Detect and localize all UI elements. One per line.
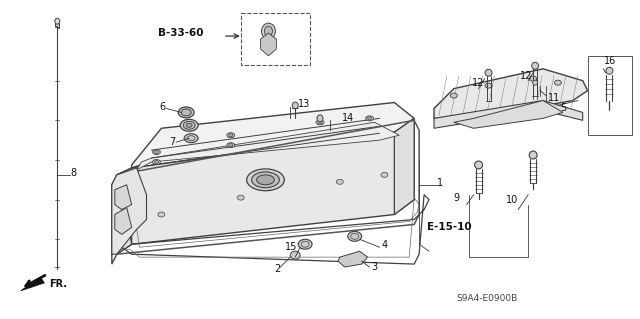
Text: FR.: FR. xyxy=(49,279,67,289)
Ellipse shape xyxy=(337,179,343,184)
Text: E-15-10: E-15-10 xyxy=(427,222,472,233)
Ellipse shape xyxy=(246,169,284,191)
Ellipse shape xyxy=(152,150,161,154)
Ellipse shape xyxy=(179,107,194,118)
Text: 14: 14 xyxy=(342,113,354,123)
Text: 1: 1 xyxy=(437,178,443,188)
Text: 7: 7 xyxy=(170,137,175,147)
Ellipse shape xyxy=(152,160,161,165)
Ellipse shape xyxy=(367,117,372,120)
Polygon shape xyxy=(394,118,414,214)
Polygon shape xyxy=(434,100,582,128)
Text: 8: 8 xyxy=(70,168,76,178)
Polygon shape xyxy=(115,208,132,234)
Polygon shape xyxy=(260,33,276,56)
Ellipse shape xyxy=(227,133,235,138)
Ellipse shape xyxy=(298,239,312,249)
Ellipse shape xyxy=(532,62,539,69)
Text: 4: 4 xyxy=(381,240,388,250)
Ellipse shape xyxy=(154,160,159,163)
Text: 2: 2 xyxy=(275,264,281,274)
Ellipse shape xyxy=(181,109,191,116)
Polygon shape xyxy=(112,168,147,254)
Text: 13: 13 xyxy=(298,100,310,109)
Text: 5: 5 xyxy=(560,103,566,114)
Ellipse shape xyxy=(229,144,233,147)
Polygon shape xyxy=(20,277,44,291)
Ellipse shape xyxy=(154,151,159,153)
Ellipse shape xyxy=(183,121,195,129)
Ellipse shape xyxy=(180,119,198,131)
Text: 6: 6 xyxy=(159,102,166,113)
Text: 12: 12 xyxy=(520,71,532,81)
Ellipse shape xyxy=(237,195,244,200)
Ellipse shape xyxy=(365,116,374,121)
Ellipse shape xyxy=(252,172,279,188)
Text: 10: 10 xyxy=(506,195,518,205)
Ellipse shape xyxy=(475,161,483,169)
Ellipse shape xyxy=(257,175,275,185)
Ellipse shape xyxy=(530,76,536,81)
Text: 12: 12 xyxy=(472,78,484,88)
Ellipse shape xyxy=(55,18,60,24)
Bar xyxy=(241,13,310,65)
Ellipse shape xyxy=(227,143,235,148)
Polygon shape xyxy=(55,23,60,28)
Text: S9A4-E0900B: S9A4-E0900B xyxy=(457,294,518,303)
Ellipse shape xyxy=(292,102,298,109)
Ellipse shape xyxy=(381,172,388,177)
Ellipse shape xyxy=(606,67,613,74)
Ellipse shape xyxy=(554,80,561,85)
Polygon shape xyxy=(116,118,414,254)
Ellipse shape xyxy=(186,123,192,127)
Ellipse shape xyxy=(485,83,492,88)
Ellipse shape xyxy=(158,212,165,217)
Polygon shape xyxy=(454,100,563,128)
Text: 16: 16 xyxy=(604,56,616,66)
Ellipse shape xyxy=(262,23,275,39)
Polygon shape xyxy=(116,168,132,254)
Ellipse shape xyxy=(316,120,324,125)
Ellipse shape xyxy=(532,80,538,85)
Polygon shape xyxy=(136,122,399,170)
Ellipse shape xyxy=(485,69,492,76)
Text: 11: 11 xyxy=(548,93,560,102)
Polygon shape xyxy=(115,185,132,210)
Ellipse shape xyxy=(229,134,233,137)
Ellipse shape xyxy=(451,93,458,98)
Ellipse shape xyxy=(291,251,300,259)
Polygon shape xyxy=(434,69,588,118)
Ellipse shape xyxy=(264,26,273,36)
Ellipse shape xyxy=(317,115,323,122)
Ellipse shape xyxy=(348,231,362,241)
Polygon shape xyxy=(338,251,367,267)
Text: B-33-60: B-33-60 xyxy=(159,28,204,38)
Text: 3: 3 xyxy=(372,262,378,272)
Text: 9: 9 xyxy=(454,193,460,203)
Ellipse shape xyxy=(184,134,198,143)
Polygon shape xyxy=(132,102,414,168)
Ellipse shape xyxy=(318,121,322,124)
Ellipse shape xyxy=(529,151,537,159)
Text: 15: 15 xyxy=(285,242,298,252)
